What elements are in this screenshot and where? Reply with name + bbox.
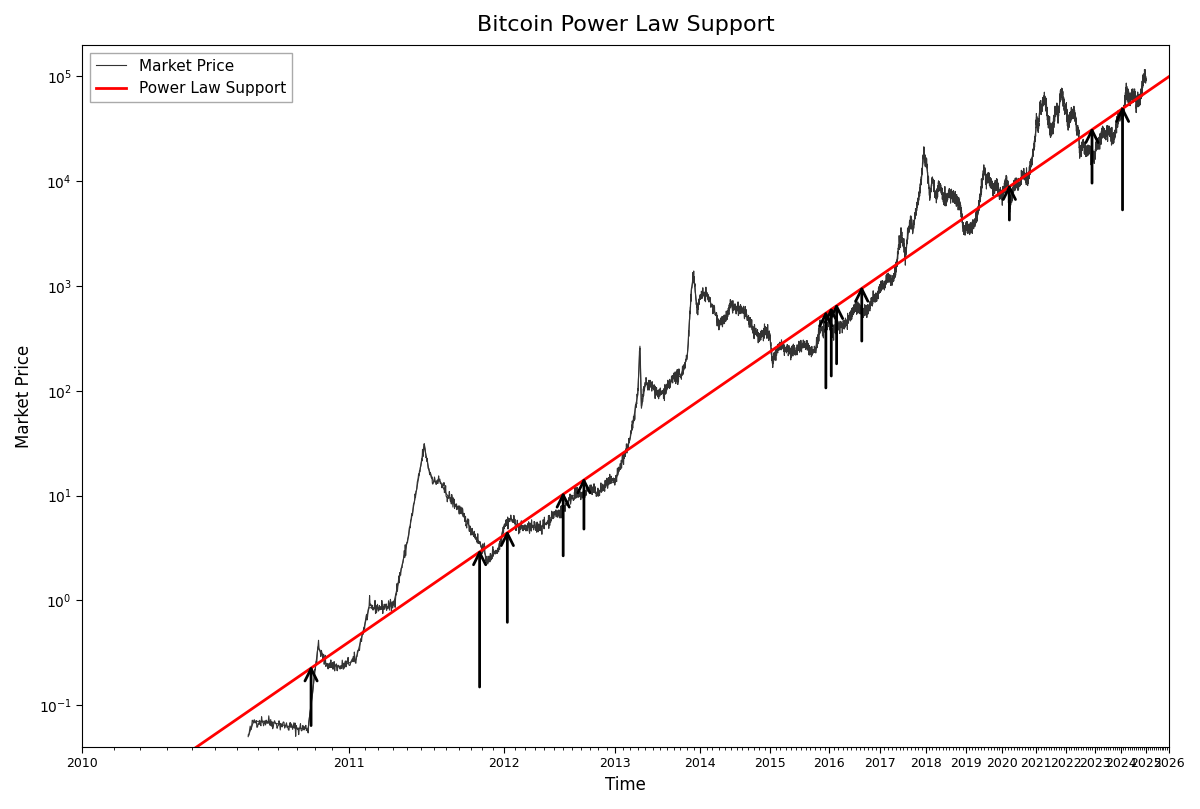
Power Law Support — [1156, 76, 1170, 86]
Market Price — [869, 293, 883, 303]
Title: Bitcoin Power Law Support: Bitcoin Power Law Support — [476, 15, 774, 35]
Legend: Market Price, Power Law Support: Market Price, Power Law Support — [90, 53, 292, 103]
Market Price — [961, 224, 976, 234]
Power Law Support — [1162, 72, 1176, 82]
Market Price — [1127, 93, 1141, 103]
Market Price — [241, 732, 256, 742]
Power Law Support — [1074, 133, 1088, 142]
Line: Power Law Support: Power Law Support — [82, 77, 1169, 809]
Line: Market Price: Market Price — [248, 74, 1146, 737]
Power Law Support — [1133, 91, 1147, 101]
Market Price — [752, 331, 767, 341]
Y-axis label: Market Price: Market Price — [14, 345, 32, 447]
Power Law Support — [1114, 105, 1128, 115]
Market Price — [1138, 69, 1152, 78]
Market Price — [1139, 74, 1153, 84]
Market Price — [626, 414, 641, 424]
Market Price — [970, 210, 984, 219]
Power Law Support — [1062, 140, 1076, 150]
X-axis label: Time: Time — [605, 776, 646, 794]
Power Law Support — [1108, 109, 1122, 119]
